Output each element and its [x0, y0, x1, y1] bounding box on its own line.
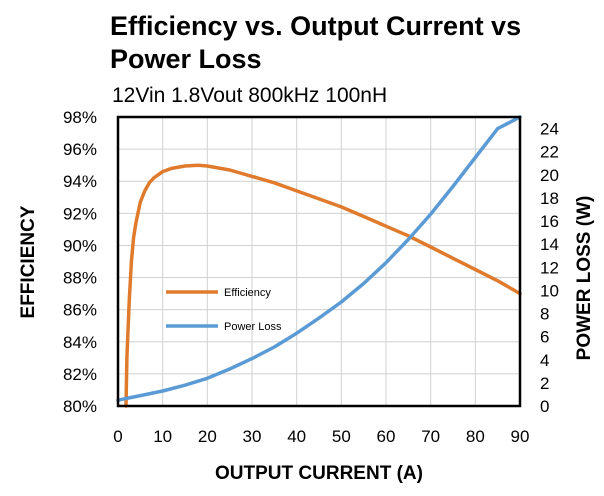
y-left-tick-label: 82%	[63, 365, 97, 384]
y-left-tick-label: 80%	[63, 397, 97, 416]
y-right-tick-label: 20	[540, 166, 559, 185]
x-tick-label: 80	[466, 427, 485, 446]
y-left-tick-label: 84%	[63, 333, 97, 352]
x-tick-label: 30	[243, 427, 262, 446]
chart-title: Efficiency vs. Output Current vs Power L…	[110, 11, 522, 74]
series-lines	[116, 115, 522, 408]
y-left-tick-label: 86%	[63, 301, 97, 320]
x-tick-label: 0	[113, 427, 122, 446]
x-tick-label: 40	[287, 427, 306, 446]
y-left-tick-label: 88%	[63, 269, 97, 288]
legend-label-power-loss: Power Loss	[224, 321, 282, 333]
x-tick-label: 60	[377, 427, 396, 446]
y-left-tick-labels: 80% 82% 84% 86% 88% 90% 92% 94% 96% 98%	[63, 108, 97, 416]
y-left-tick-label: 94%	[63, 172, 97, 191]
y-right-tick-label: 10	[540, 281, 559, 300]
y-right-tick-label: 0	[540, 397, 549, 416]
plot-frame	[116, 115, 522, 408]
x-tick-label: 10	[153, 427, 172, 446]
y-left-tick-label: 92%	[63, 204, 97, 223]
y-right-tick-label: 18	[540, 189, 559, 208]
x-axis-label: OUTPUT CURRENT (A)	[215, 463, 423, 484]
x-tick-label: 20	[198, 427, 217, 446]
x-tick-labels: 0 10 20 30 40 50 60 70 80 90	[113, 427, 529, 446]
legend-label-efficiency: Efficiency	[224, 287, 271, 299]
y-left-tick-label: 96%	[63, 140, 97, 159]
y-right-tick-label: 22	[540, 143, 559, 162]
x-tick-label: 90	[511, 427, 530, 446]
y-left-axis-label: EFFICIENCY	[18, 205, 39, 318]
efficiency-line	[124, 163, 522, 408]
y-right-axis-label: POWER LOSS (W)	[574, 196, 595, 361]
y-right-tick-label: 6	[540, 328, 549, 347]
chart-subtitle: 12Vin 1.8Vout 800kHz 100nH	[112, 84, 388, 107]
y-right-tick-label: 2	[540, 374, 549, 393]
y-right-tick-label: 16	[540, 212, 559, 231]
x-tick-label: 50	[332, 427, 351, 446]
x-tick-label: 70	[421, 427, 440, 446]
y-right-tick-label: 4	[540, 351, 549, 370]
y-right-tick-label: 24	[540, 120, 559, 139]
power-loss-line	[116, 115, 522, 402]
y-right-tick-label: 14	[540, 235, 559, 254]
y-right-tick-label: 12	[540, 258, 559, 277]
y-left-tick-label: 90%	[63, 236, 97, 255]
y-left-tick-label: 98%	[63, 108, 97, 127]
y-right-tick-label: 8	[540, 305, 549, 324]
legend: Efficiency Power Loss	[166, 287, 282, 333]
